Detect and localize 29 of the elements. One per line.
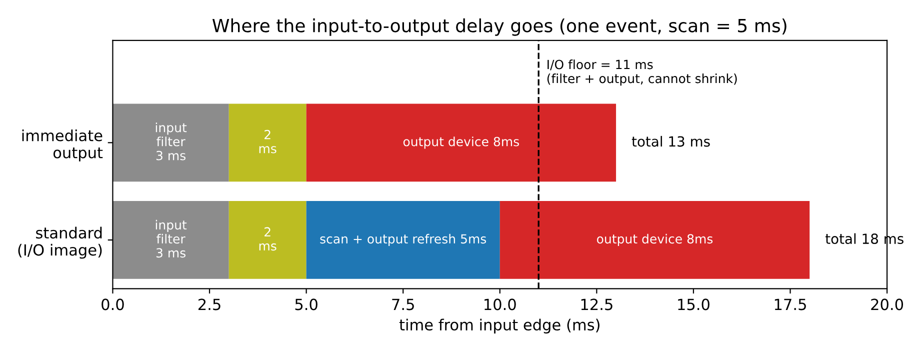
data-label: output device 8ms [596,234,713,246]
x-tick-label: 12.5 [581,298,612,310]
x-tick-label: 15.0 [678,298,710,310]
bar [228,201,306,279]
x-tick-label: 5.0 [295,298,318,310]
ref-line-label: I/O floor = 11 ms (filter + output, cannot shrink) [547,60,737,86]
data-label: scan + output refresh 5ms [320,234,486,246]
x-tick-label: 7.5 [392,298,414,310]
x-tick-label: 10.0 [484,298,516,310]
x-tick-label: 20.0 [871,298,904,310]
bar [112,201,229,279]
bar [500,201,810,279]
data-label: input filter 3 ms [156,220,187,258]
chart-title: Where the input-to-output delay goes (one event, scan = 5 ms) [212,18,786,36]
total-label: total 13 ms [632,136,710,147]
x-tick-label: 2.5 [198,298,220,310]
data-label: input filter 3 ms [156,122,187,160]
x-tick-label: 17.5 [774,298,806,310]
x-tick-label: 0.0 [102,298,124,310]
bar [112,104,229,182]
x-axis-title: time from input edge (ms) [399,318,600,334]
data-label: output device 8ms [403,136,519,149]
y-tick-label: standard (I/O image) [18,226,102,259]
y-tick-label: immediate output [22,129,103,162]
data-label: 2 ms [259,227,276,251]
data-label: 2 ms [259,130,276,154]
bar [306,201,500,279]
bar [306,104,616,182]
bar [228,104,306,182]
